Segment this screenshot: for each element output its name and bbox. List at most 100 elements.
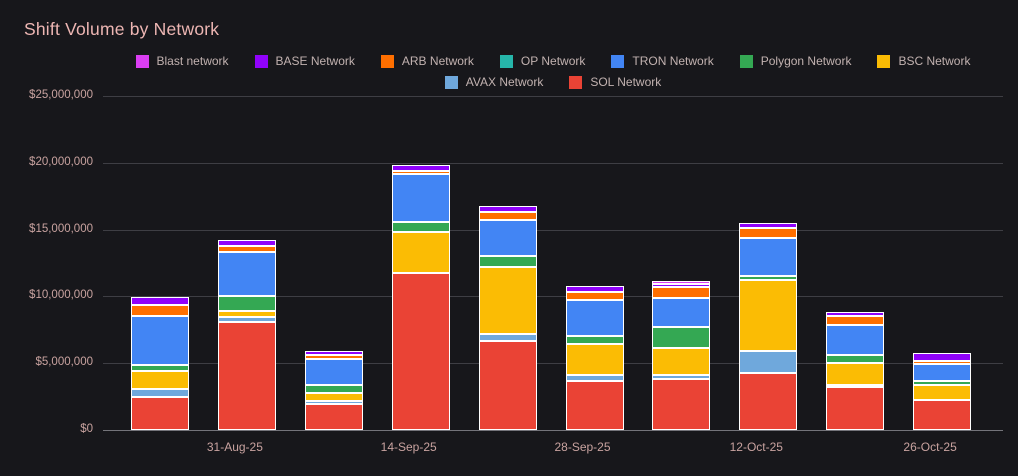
bar-9-segment-arb[interactable] bbox=[913, 360, 972, 364]
bar-4-segment-sol[interactable] bbox=[478, 341, 537, 430]
bar-6-segment-tron[interactable] bbox=[652, 297, 711, 328]
bar-0-segment-sol[interactable] bbox=[131, 396, 189, 430]
bar-8-segment-avax[interactable] bbox=[826, 384, 885, 388]
bar-4-segment-avax[interactable] bbox=[478, 334, 537, 342]
bar-5-segment-polygon[interactable] bbox=[565, 336, 624, 344]
bar-1-segment-polygon[interactable] bbox=[217, 296, 276, 312]
legend-item-blast[interactable]: Blast network bbox=[135, 54, 229, 68]
stacked-bar-0 bbox=[131, 96, 189, 430]
chart-legend: Blast network BASE Network ARB Network OP N… bbox=[103, 54, 1003, 89]
bar-3-segment-sol[interactable] bbox=[391, 273, 450, 430]
stacked-bar-5 bbox=[565, 96, 624, 430]
bar-9-segment-base[interactable] bbox=[913, 353, 972, 361]
bar-2-segment-tron[interactable] bbox=[304, 359, 363, 386]
bar-4-segment-arb[interactable] bbox=[478, 211, 537, 220]
bar-6-segment-polygon[interactable] bbox=[652, 327, 711, 348]
bar-7-segment-base[interactable] bbox=[739, 222, 798, 228]
bar-6-segment-bsc[interactable] bbox=[652, 347, 711, 375]
bar-8-segment-tron[interactable] bbox=[826, 325, 885, 355]
legend-item-bsc[interactable]: BSC Network bbox=[877, 54, 970, 68]
bar-5-segment-arb[interactable] bbox=[565, 291, 624, 301]
bar-3-segment-arb[interactable] bbox=[391, 170, 450, 175]
bar-9-segment-sol[interactable] bbox=[913, 399, 972, 430]
bar-8-segment-arb[interactable] bbox=[826, 316, 885, 326]
bar-6-segment-avax[interactable] bbox=[652, 374, 711, 380]
bar-1-segment-avax[interactable] bbox=[217, 317, 276, 322]
bar-2-segment-arb[interactable] bbox=[304, 355, 363, 360]
legend-color-swatch-sol bbox=[569, 75, 583, 89]
legend-color-swatch-avax bbox=[444, 75, 458, 89]
legend-item-polygon[interactable]: Polygon Network bbox=[739, 54, 852, 68]
bar-6-segment-blast[interactable] bbox=[652, 281, 711, 284]
gridline-20000000 bbox=[103, 162, 1003, 164]
bar-8-segment-sol[interactable] bbox=[826, 387, 885, 430]
bar-2-segment-bsc[interactable] bbox=[304, 393, 363, 401]
bar-4-segment-bsc[interactable] bbox=[478, 267, 537, 335]
stacked-bar-3 bbox=[391, 96, 450, 430]
y-axis-tick-label: $20,000,000 bbox=[29, 155, 93, 168]
bar-3-segment-polygon[interactable] bbox=[391, 222, 450, 233]
bar-8-segment-polygon[interactable] bbox=[826, 354, 885, 364]
bar-7-segment-arb[interactable] bbox=[739, 227, 798, 239]
bar-3-segment-tron[interactable] bbox=[391, 174, 450, 223]
bar-5-segment-tron[interactable] bbox=[565, 300, 624, 337]
legend-item-sol[interactable]: SOL Network bbox=[569, 75, 661, 89]
stacked-bar-9 bbox=[913, 96, 972, 430]
y-axis-tick-label: $25,000,000 bbox=[29, 89, 93, 101]
bar-1-segment-base[interactable] bbox=[217, 240, 276, 247]
bar-6-segment-sol[interactable] bbox=[652, 379, 711, 430]
bar-0-segment-polygon[interactable] bbox=[131, 364, 189, 372]
bar-4-segment-tron[interactable] bbox=[478, 219, 537, 257]
bar-6-segment-base[interactable] bbox=[652, 283, 711, 288]
bar-1-segment-bsc[interactable] bbox=[217, 311, 276, 318]
bar-4-segment-polygon[interactable] bbox=[478, 256, 537, 268]
bar-4-segment-base[interactable] bbox=[478, 206, 537, 212]
bar-9-segment-polygon[interactable] bbox=[913, 380, 972, 386]
stacked-bar-1 bbox=[217, 96, 276, 430]
legend-item-arb[interactable]: ARB Network bbox=[380, 54, 474, 68]
legend-item-base[interactable]: BASE Network bbox=[254, 54, 355, 68]
bar-5-segment-sol[interactable] bbox=[565, 381, 624, 430]
bar-6-segment-arb[interactable] bbox=[652, 287, 711, 298]
bar-9-segment-tron[interactable] bbox=[913, 363, 972, 381]
chart-title: Shift Volume by Network bbox=[24, 19, 220, 39]
bar-8-segment-bsc[interactable] bbox=[826, 363, 885, 385]
legend-color-swatch-blast bbox=[135, 54, 149, 68]
legend-item-avax[interactable]: AVAX Network bbox=[444, 75, 543, 89]
bar-3-segment-base[interactable] bbox=[391, 164, 450, 171]
legend-item-label: Blast network bbox=[156, 54, 229, 68]
bar-0-segment-tron[interactable] bbox=[131, 316, 189, 365]
legend-color-swatch-base bbox=[254, 54, 268, 68]
bar-5-segment-base[interactable] bbox=[565, 285, 624, 292]
bar-0-segment-avax[interactable] bbox=[131, 388, 189, 397]
bar-7-segment-tron[interactable] bbox=[739, 238, 798, 277]
bar-1-segment-tron[interactable] bbox=[217, 252, 276, 297]
bar-5-segment-avax[interactable] bbox=[565, 375, 624, 382]
legend-item-label: BASE Network bbox=[275, 54, 355, 68]
bar-0-segment-bsc[interactable] bbox=[131, 371, 189, 389]
bar-7-segment-avax[interactable] bbox=[739, 351, 798, 373]
legend-color-swatch-op bbox=[499, 54, 513, 68]
bar-2-segment-polygon[interactable] bbox=[304, 385, 363, 394]
x-axis-label: 14-Sep-25 bbox=[380, 440, 437, 454]
bar-2-segment-sol[interactable] bbox=[304, 403, 363, 430]
legend-item-label: Polygon Network bbox=[760, 54, 852, 68]
bar-0-segment-base[interactable] bbox=[131, 297, 189, 306]
bar-2-segment-base[interactable] bbox=[304, 350, 363, 356]
bar-7-segment-polygon[interactable] bbox=[739, 276, 798, 281]
bar-8-segment-base[interactable] bbox=[826, 312, 885, 317]
bar-0-segment-arb[interactable] bbox=[131, 305, 189, 317]
legend-color-swatch-tron bbox=[611, 54, 625, 68]
bar-3-segment-bsc[interactable] bbox=[391, 232, 450, 274]
legend-item-tron[interactable]: TRON Network bbox=[611, 54, 714, 68]
bar-5-segment-bsc[interactable] bbox=[565, 343, 624, 376]
gridline-5000000 bbox=[103, 363, 1003, 365]
bar-2-segment-avax[interactable] bbox=[304, 400, 363, 404]
legend-item-op[interactable]: OP Network bbox=[499, 54, 585, 68]
bar-7-segment-sol[interactable] bbox=[739, 372, 798, 430]
bar-9-segment-bsc[interactable] bbox=[913, 385, 972, 400]
legend-color-swatch-arb bbox=[380, 54, 394, 68]
bar-1-segment-arb[interactable] bbox=[217, 246, 276, 253]
bar-7-segment-bsc[interactable] bbox=[739, 280, 798, 352]
bar-1-segment-sol[interactable] bbox=[217, 321, 276, 430]
